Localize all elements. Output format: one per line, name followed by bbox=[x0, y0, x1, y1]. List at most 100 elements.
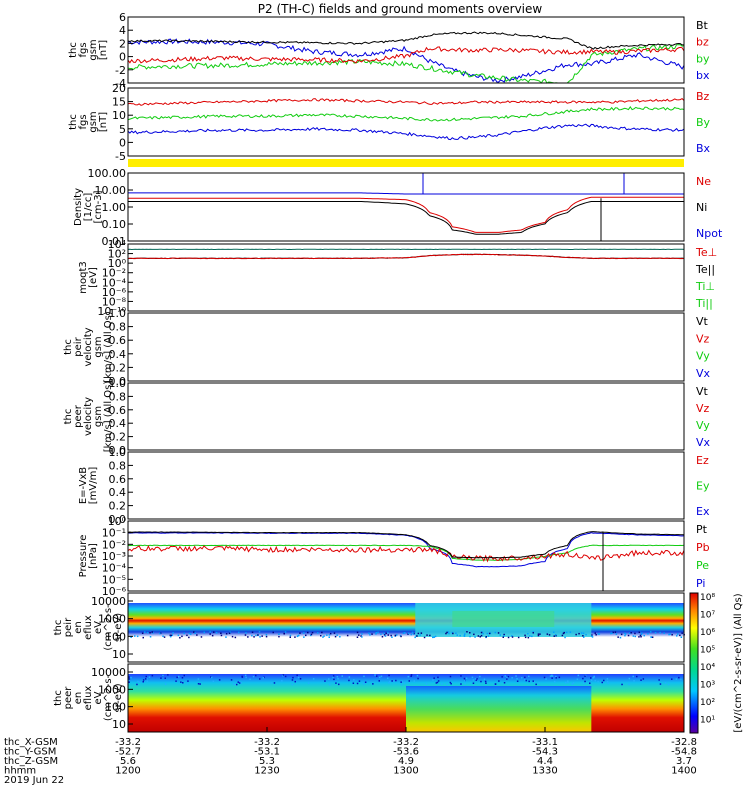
legend-entry-ti||: Ti|| bbox=[695, 297, 713, 310]
spectrogram-pixel bbox=[675, 678, 678, 680]
spectrogram-pixel bbox=[503, 635, 505, 637]
spectrogram-pixel bbox=[553, 631, 555, 633]
spectrogram-pixel bbox=[486, 632, 489, 635]
spectrogram-pixel bbox=[677, 633, 679, 635]
y-axis-label-line: thc bbox=[68, 114, 79, 130]
spectrogram-pixel bbox=[553, 635, 555, 637]
spectrogram-pixel bbox=[149, 632, 151, 634]
y-axis-label-line: eV bbox=[93, 691, 104, 704]
spectrogram-pixel bbox=[338, 683, 340, 686]
spectrogram-pixel bbox=[164, 683, 167, 685]
footer-value: 5.6 bbox=[120, 756, 136, 767]
spectrogram-pixel bbox=[543, 676, 546, 679]
spectrogram-pixel bbox=[638, 636, 640, 638]
spectrogram-pixel bbox=[507, 636, 510, 639]
spectrogram-pixel bbox=[262, 677, 265, 679]
spectrogram-pixel bbox=[423, 636, 426, 639]
spectrogram-pixel bbox=[251, 634, 253, 637]
legend-entry-bx: Bx bbox=[696, 142, 711, 155]
spectrogram-pixel bbox=[292, 676, 294, 679]
spectrogram-pixel bbox=[348, 676, 351, 678]
spectrogram-pixel bbox=[450, 683, 452, 685]
spectrogram-pixel bbox=[582, 632, 585, 635]
y-tick-label: 10⁻⁶ bbox=[102, 286, 127, 299]
spectrogram-pixel bbox=[529, 635, 531, 637]
spectrogram-pixel bbox=[199, 683, 201, 685]
spectrogram-pixel bbox=[591, 634, 593, 636]
spectrogram-pixel bbox=[681, 632, 683, 634]
spectrogram-pixel bbox=[624, 633, 627, 635]
y-axis-label-line: [cm-3] bbox=[93, 190, 104, 223]
y-tick-label: 0.01 bbox=[102, 235, 127, 248]
spectrogram-pixel bbox=[328, 634, 331, 636]
y-axis-label-line: [nPa] bbox=[88, 543, 99, 569]
y-tick-label: -4 bbox=[115, 77, 126, 90]
footer-value: -54.3 bbox=[532, 747, 558, 758]
spectrogram-pixel bbox=[258, 631, 261, 633]
spectrogram-pixel bbox=[630, 632, 632, 634]
spectrogram-pixel bbox=[335, 682, 337, 684]
spectrogram-pixel bbox=[555, 677, 557, 679]
spectrogram-pixel bbox=[620, 633, 623, 636]
spectrogram-pixel bbox=[584, 675, 586, 677]
spectrogram-pixel bbox=[151, 674, 154, 677]
spectrogram-pixel bbox=[511, 636, 514, 638]
spectrogram-pixel bbox=[136, 683, 138, 686]
series-Bx bbox=[127, 123, 685, 141]
spectrogram-pixel bbox=[640, 636, 642, 638]
y-tick-label: -2 bbox=[115, 64, 126, 77]
y-axis-label: Density [1/cc] [cm-3] bbox=[73, 188, 104, 226]
spectrogram-pixel bbox=[437, 680, 440, 682]
spectrogram-pixel bbox=[401, 680, 403, 682]
spectrogram-pixel bbox=[334, 635, 337, 638]
spectrogram-pixel bbox=[416, 635, 418, 637]
y-tick-label: 1.0 bbox=[109, 307, 127, 320]
y-tick-label: 0 bbox=[119, 51, 126, 64]
y-axis-label-line: peir bbox=[73, 336, 84, 356]
spectrogram-pixel bbox=[197, 678, 200, 680]
spectrogram-pixel bbox=[628, 677, 631, 680]
spectrogram-pixel bbox=[130, 676, 132, 679]
spectrogram-pixel bbox=[152, 632, 154, 634]
y-tick-label: 0.6 bbox=[109, 404, 127, 417]
spectrogram-pixel bbox=[640, 679, 642, 681]
y-axis-label-line: thc bbox=[53, 690, 64, 706]
spectrogram-pixel bbox=[167, 674, 169, 676]
spectrogram-pixel bbox=[537, 634, 540, 637]
y-tick-label: 1.00 bbox=[102, 201, 127, 214]
footer-value: 1230 bbox=[254, 766, 279, 777]
spectrogram-pixel bbox=[472, 682, 475, 684]
spectrogram-pixel bbox=[463, 635, 466, 637]
spectrogram-pixel bbox=[488, 632, 491, 635]
y-axis-label: thc fgs gsm [nT] bbox=[68, 111, 109, 132]
spectrogram-pixel bbox=[463, 677, 466, 680]
spectrogram-pixel bbox=[628, 632, 631, 634]
colorbar: 10⁸ 10⁷ 10⁶ 10⁵ 10⁴ 10³ 10² 10¹ [eV/(cm^2-s-sr-e… bbox=[689, 592, 744, 734]
spectrogram-pixel bbox=[146, 631, 149, 634]
legend-entry-vx: Vx bbox=[696, 367, 711, 380]
spectrogram-pixel bbox=[511, 635, 513, 637]
legend-entry-npot: Npot bbox=[696, 227, 723, 240]
y-tick-label: 10⁻² bbox=[102, 538, 126, 551]
spectrogram-pixel bbox=[307, 682, 310, 684]
y-axis-label-line: velocity bbox=[83, 397, 94, 436]
spectrogram-pixel bbox=[234, 636, 237, 639]
y-tick-label: 0 bbox=[119, 136, 126, 149]
spectrogram-pixel bbox=[591, 636, 594, 638]
y-tick-label: 10000 bbox=[91, 595, 126, 608]
spectrogram-pixel bbox=[141, 632, 144, 634]
spectrogram-pixel bbox=[303, 632, 305, 634]
footer-row-label: thc_Y-GSM bbox=[4, 747, 56, 758]
spectrogram-pixel bbox=[671, 634, 673, 636]
y-tick-label: 4 bbox=[119, 24, 126, 37]
spectrogram-pixel bbox=[390, 634, 392, 637]
spectrogram-pixel bbox=[477, 635, 480, 637]
y-axis-label-line: peer bbox=[63, 686, 74, 710]
spectrogram-pixel bbox=[310, 634, 312, 637]
y-axis-label-line: Pressure bbox=[78, 535, 89, 578]
spectrogram-pixel bbox=[383, 634, 386, 636]
footer-row-label: hhmm bbox=[4, 766, 36, 777]
spectrogram-pixel bbox=[634, 635, 636, 638]
